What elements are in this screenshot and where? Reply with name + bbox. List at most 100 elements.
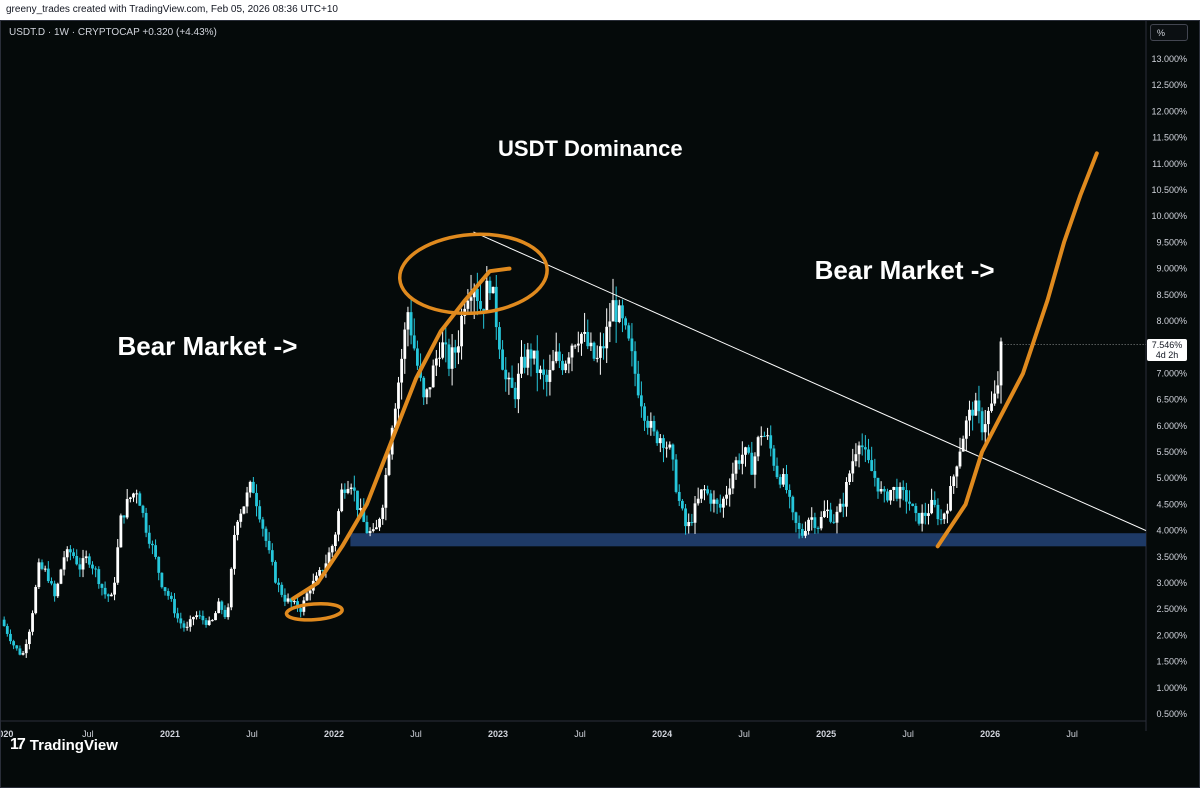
candle-body	[327, 552, 331, 564]
candle-body	[964, 420, 968, 439]
candle-body	[315, 575, 318, 581]
candle-body	[422, 377, 426, 398]
candle-body	[649, 421, 653, 428]
candle-body	[958, 451, 962, 467]
candle-body	[368, 531, 372, 534]
candle-body	[393, 408, 397, 428]
candle-body	[359, 508, 363, 510]
candle-body	[91, 564, 94, 569]
y-tick-label: 9.500%	[1156, 237, 1187, 247]
x-tick-label: Jul	[246, 729, 258, 739]
candle-body	[974, 400, 978, 416]
candle-body	[570, 345, 574, 358]
candle-body	[551, 361, 555, 370]
candle-body	[860, 445, 864, 448]
candle-body	[942, 513, 946, 520]
candle-body	[179, 618, 183, 624]
candle-body	[608, 321, 612, 327]
candle-body	[343, 489, 347, 493]
candle-body	[169, 595, 173, 599]
candle-body	[428, 387, 432, 390]
candle-body	[144, 512, 148, 533]
candle-body	[737, 460, 741, 464]
candle-body	[939, 519, 943, 521]
candle-body	[952, 476, 956, 487]
candle-body	[242, 506, 246, 514]
candle-body	[113, 582, 116, 595]
candle-body	[69, 549, 72, 553]
candle-body	[37, 562, 41, 587]
chart-panel[interactable]: 0.500% 1.000% 1.500% 2.000% 2.500% 3.000% 3.50…	[0, 20, 1200, 788]
candle-body	[876, 477, 880, 492]
percent-scale-button[interactable]: %	[1150, 24, 1188, 41]
candle-body	[643, 406, 646, 421]
candle-body	[450, 347, 454, 369]
chart-canvas[interactable]: 0.500% 1.000% 1.500% 2.000% 2.500% 3.000% 3.50…	[1, 21, 1199, 787]
candle-body	[914, 505, 918, 514]
candle-body	[292, 601, 296, 603]
candle-body	[709, 493, 713, 504]
bear-market-label: Bear Market ->	[815, 255, 995, 285]
candle-body	[794, 512, 798, 523]
tradingview-logo: 17 TradingView	[10, 736, 118, 754]
candle-body	[138, 493, 142, 506]
candle-body	[387, 454, 391, 475]
last-price: 7.546%	[1151, 340, 1183, 350]
candle-body	[557, 351, 561, 361]
candle-body	[409, 312, 413, 336]
candle-body	[460, 315, 463, 347]
candle-body	[731, 473, 735, 489]
candle-body	[854, 454, 858, 462]
candle-body	[163, 587, 167, 592]
candle-body	[848, 473, 851, 482]
candle-body	[457, 346, 460, 353]
candle-body	[378, 518, 381, 528]
candle-body	[498, 327, 501, 350]
candle-body	[18, 648, 22, 655]
candle-body	[542, 369, 545, 375]
candle-body	[381, 507, 385, 519]
candle-body	[904, 490, 908, 502]
candle-body	[434, 358, 438, 366]
candle-body	[740, 454, 744, 464]
candle-body	[425, 389, 429, 398]
candle-body	[936, 504, 940, 520]
candle-body	[210, 620, 214, 622]
candle-body	[15, 645, 19, 649]
candle-body	[2, 619, 6, 627]
candle-body	[337, 511, 340, 535]
candle-body	[513, 387, 517, 400]
candle-body	[548, 369, 552, 382]
candle-body	[198, 615, 202, 617]
candle-body	[857, 445, 861, 455]
x-tick-label: Jul	[410, 729, 422, 739]
candle-body	[674, 459, 678, 492]
candle-body	[479, 301, 482, 309]
candle-body	[154, 545, 157, 557]
candle-body	[166, 591, 170, 596]
candle-body	[507, 377, 511, 380]
candle-body	[652, 421, 656, 432]
candle-body	[930, 499, 934, 514]
candle-body	[583, 332, 587, 334]
candle-body	[923, 512, 927, 516]
candle-body	[21, 653, 25, 655]
candle-body	[829, 509, 833, 522]
candle-body	[475, 288, 479, 302]
candle-body	[176, 613, 180, 619]
drawn-uptrend-curve-right	[935, 151, 1099, 549]
candle-body	[229, 568, 233, 608]
candle-body	[766, 435, 769, 437]
y-tick-label: 8.000%	[1156, 316, 1187, 326]
candle-body	[968, 409, 971, 421]
candle-body	[980, 411, 984, 433]
candle-body	[769, 435, 773, 449]
candle-body	[72, 552, 75, 556]
candle-body	[81, 558, 85, 570]
x-tick-label: 2023	[488, 729, 508, 739]
candle-body	[308, 590, 312, 594]
candle-body	[933, 499, 937, 505]
candle-body	[696, 498, 700, 504]
candle-body	[494, 286, 498, 328]
candle-body	[715, 499, 719, 504]
